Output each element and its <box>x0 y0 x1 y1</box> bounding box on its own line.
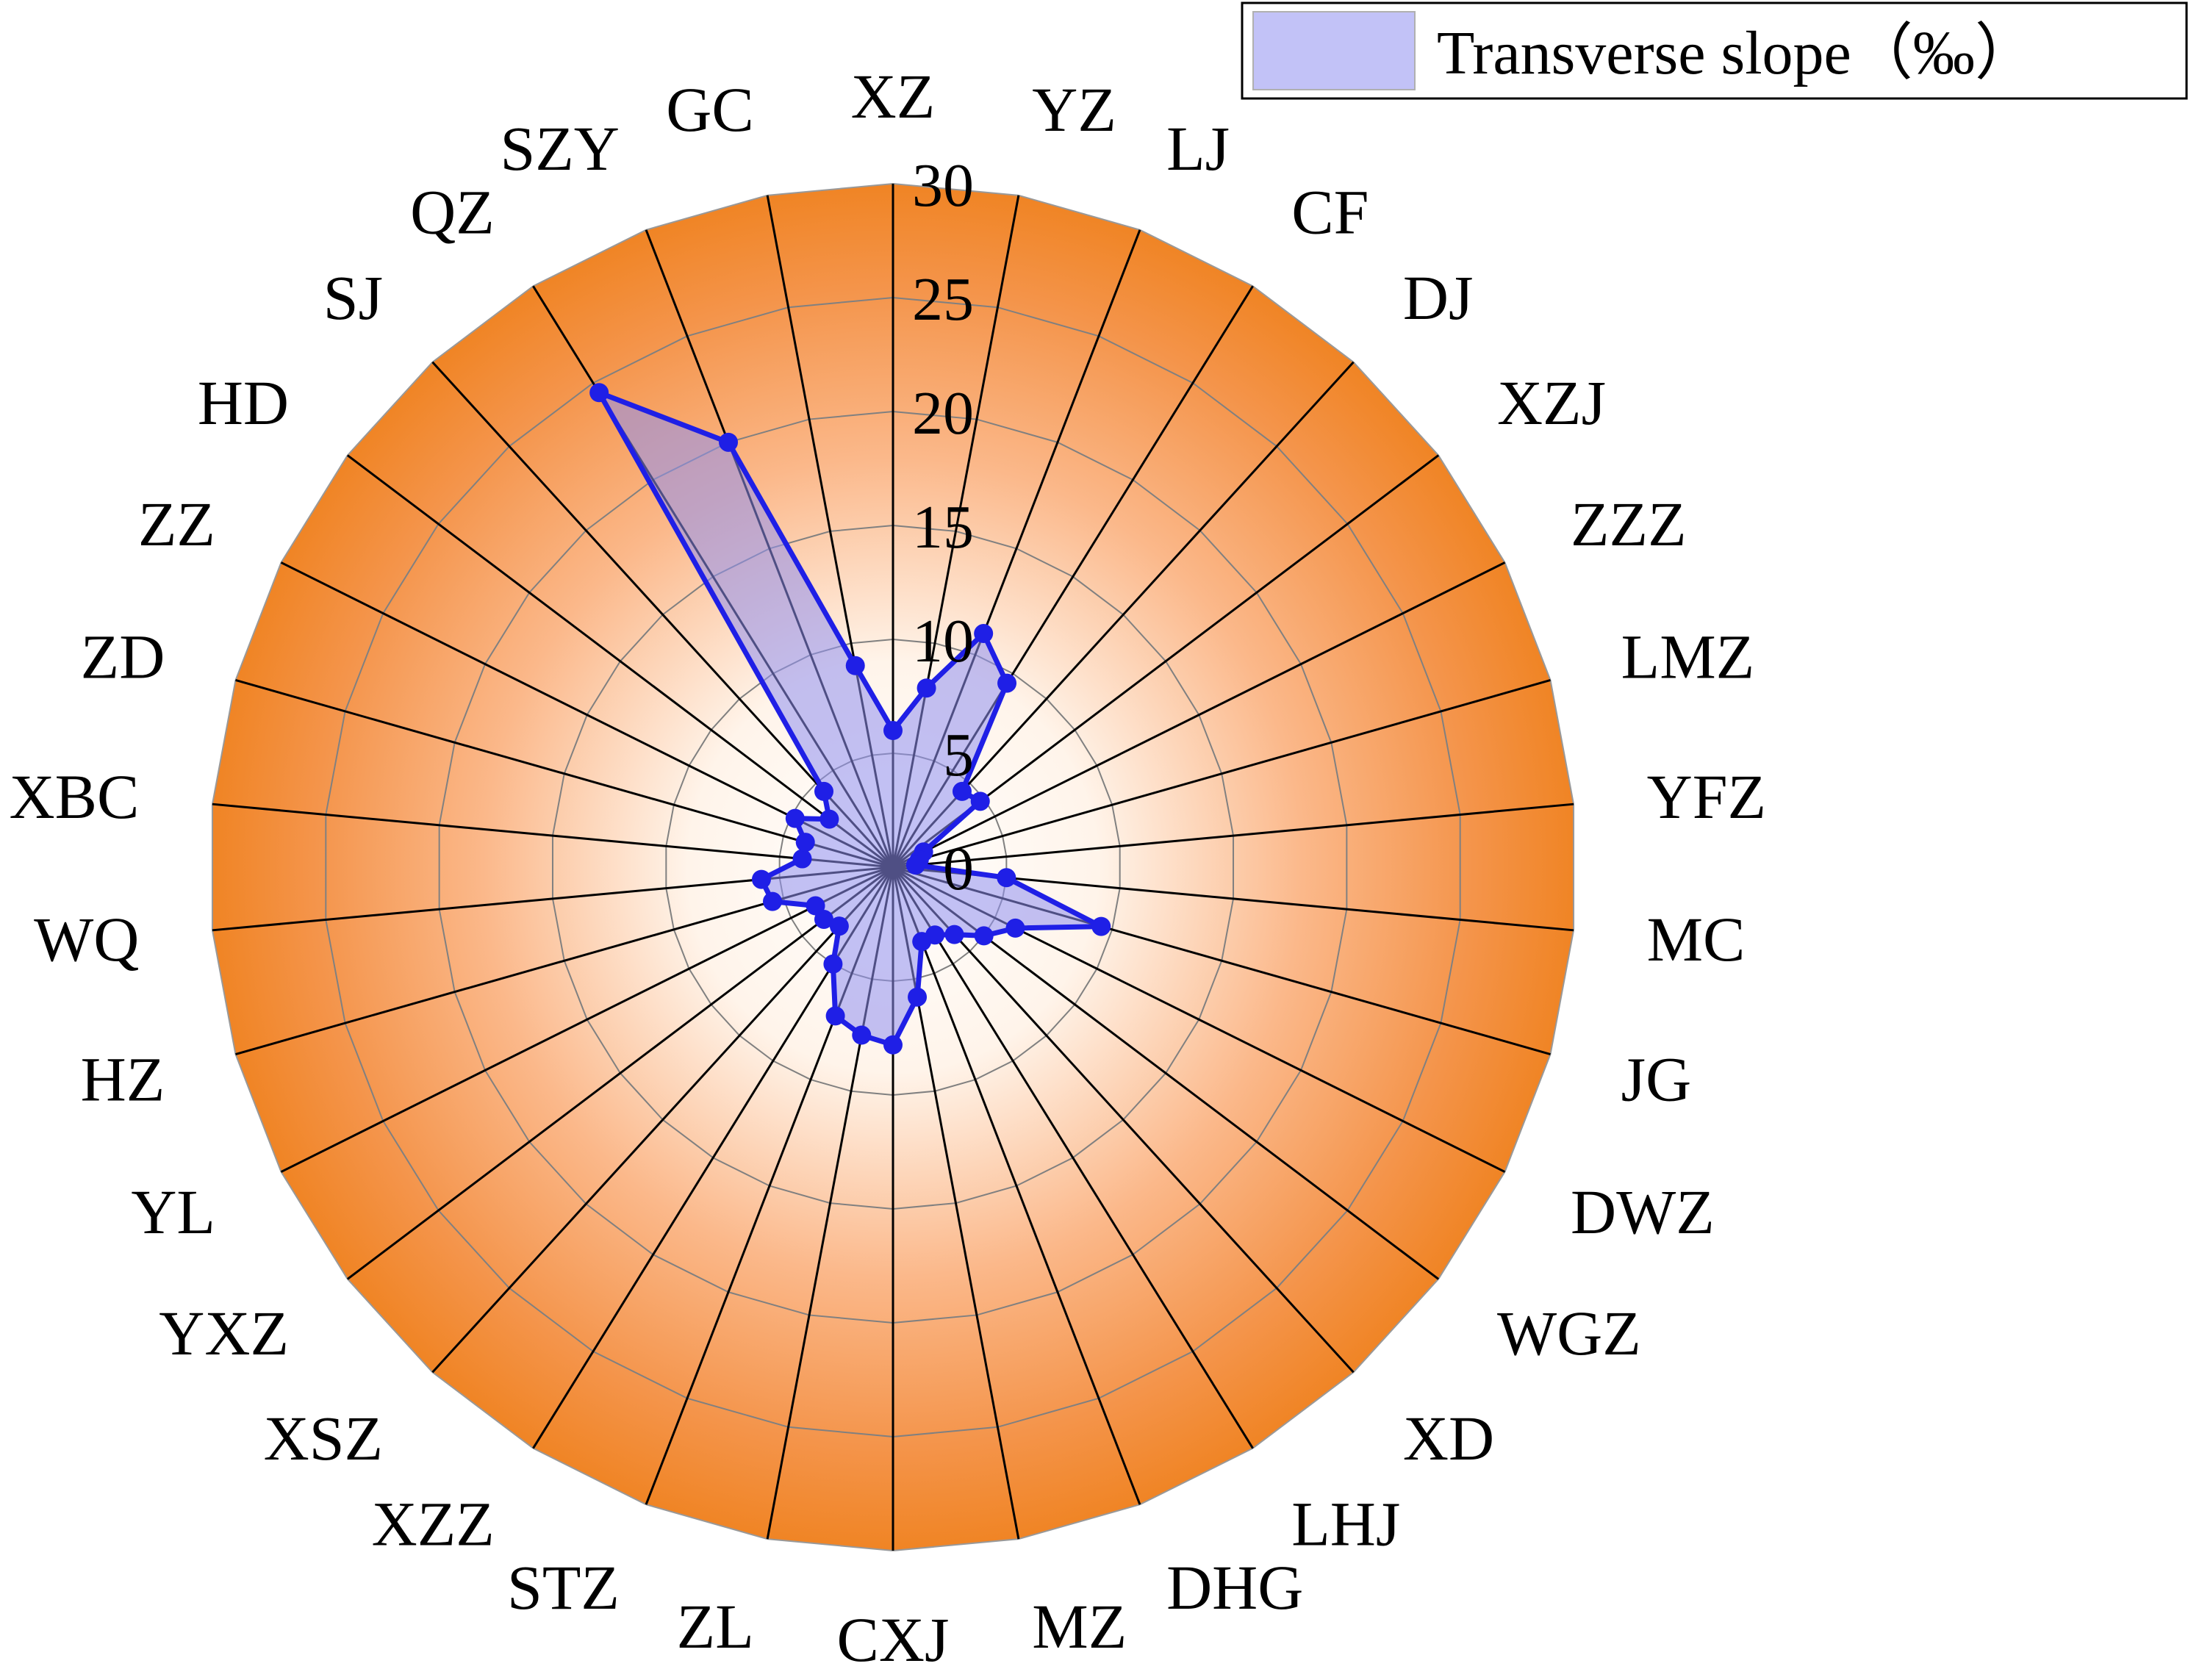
category-label-dj: DJ <box>1403 262 1474 333</box>
spoke <box>892 866 1141 1505</box>
data-point-dwz <box>1005 918 1025 938</box>
data-point-cf <box>997 673 1017 693</box>
data-point-wgz <box>974 926 994 946</box>
category-label-mz: MZ <box>1032 1591 1127 1662</box>
spoke <box>892 679 1551 869</box>
radial-tick-label: 0 <box>943 835 974 903</box>
category-label-lmz: LMZ <box>1621 622 1755 692</box>
data-point-jg <box>1091 916 1111 936</box>
data-point-szy <box>719 432 739 452</box>
data-point-cxj <box>883 1035 903 1055</box>
category-label-zl: ZL <box>677 1591 754 1662</box>
category-label-xd: XD <box>1403 1403 1494 1473</box>
legend-swatch <box>1252 11 1416 90</box>
data-point-gc <box>845 656 865 675</box>
data-point-zz <box>785 808 805 828</box>
category-label-qz: QZ <box>410 176 495 247</box>
data-point-qz <box>589 383 609 403</box>
category-label-yl: YL <box>131 1177 215 1247</box>
data-point-xzz <box>823 954 843 974</box>
data-point-xz <box>883 721 903 740</box>
category-label-cf: CF <box>1291 176 1369 247</box>
spoke <box>892 866 1355 1374</box>
category-label-jg: JG <box>1621 1044 1692 1114</box>
data-point-dhg <box>912 932 932 952</box>
category-label-szy: SZY <box>500 113 619 184</box>
legend: Transverse slope（‰） <box>1241 1 2188 100</box>
category-label-xzz: XZZ <box>372 1489 495 1559</box>
data-point-wq <box>751 869 771 889</box>
data-point-lj <box>974 624 994 644</box>
radial-tick-label: 15 <box>912 493 974 561</box>
data-point-sj <box>814 781 834 801</box>
category-label-hd: HD <box>198 367 289 438</box>
spoke <box>212 803 894 869</box>
category-label-zz: ZZ <box>138 489 215 559</box>
data-point-stz <box>825 1006 845 1026</box>
category-label-zd: ZD <box>81 622 165 692</box>
spoke <box>892 561 1506 869</box>
data-point-yfz <box>905 855 925 875</box>
data-point-hd <box>819 809 839 829</box>
category-label-wgz: WGZ <box>1497 1298 1641 1368</box>
radial-tick-label: 5 <box>943 721 974 789</box>
category-label-xz: XZ <box>851 61 936 132</box>
radial-tick-labels: 0 5 10 15 20 25 30 <box>912 151 974 903</box>
category-label-yfz: YFZ <box>1647 761 1766 832</box>
category-label-yxz: YXZ <box>159 1298 289 1368</box>
radial-tick-label: 25 <box>912 265 974 334</box>
spoke <box>346 866 894 1280</box>
category-labels: XZ YZLJCFDJXZJZZZLMZYFZMCJGDWZWGZXDLHJDHG… <box>10 61 1767 1675</box>
data-point-mz <box>908 987 928 1007</box>
spoke <box>892 361 1355 869</box>
data-point-xsz <box>829 916 849 936</box>
data-point-mc <box>997 868 1016 888</box>
category-label-wq: WQ <box>34 904 139 974</box>
data-point-yl <box>806 896 825 916</box>
category-label-gc: GC <box>666 74 753 145</box>
category-label-xbc: XBC <box>10 761 140 832</box>
radial-tick-label: 30 <box>912 151 974 220</box>
category-label-dhg: DHG <box>1166 1552 1303 1623</box>
data-point-hz <box>763 891 783 911</box>
spoke <box>235 679 894 869</box>
category-label-xsz: XSZ <box>264 1403 383 1473</box>
category-label-dwz: DWZ <box>1571 1177 1715 1247</box>
legend-label: Transverse slope（‰） <box>1437 19 2037 87</box>
category-label-lj: LJ <box>1166 113 1230 184</box>
category-label-hz: HZ <box>81 1044 165 1114</box>
category-label-mc: MC <box>1647 904 1746 974</box>
category-label-lhj: LHJ <box>1291 1489 1400 1559</box>
radial-tick-label: 10 <box>912 607 974 675</box>
category-label-sj: SJ <box>323 262 383 333</box>
data-point-yz <box>917 678 936 698</box>
data-point-dj <box>952 781 972 801</box>
data-point-zl <box>852 1025 872 1045</box>
spoke <box>892 866 1254 1449</box>
data-point-zd <box>795 833 815 852</box>
category-label-zzz: ZZZ <box>1571 489 1687 559</box>
category-label-yz: YZ <box>1032 74 1116 145</box>
data-point-xbc <box>792 849 812 869</box>
spoke <box>431 866 894 1374</box>
radial-tick-label: 20 <box>912 379 974 448</box>
category-label-stz: STZ <box>507 1552 620 1623</box>
category-label-xzj: XZJ <box>1497 367 1606 438</box>
category-label-cxj: CXJ <box>837 1604 950 1675</box>
series-transverse-slope <box>589 383 1111 1055</box>
spoke <box>892 803 1574 869</box>
spoke <box>280 866 894 1173</box>
data-point-xd <box>944 925 964 944</box>
spoke <box>346 454 894 869</box>
data-point-xzj <box>970 791 990 811</box>
